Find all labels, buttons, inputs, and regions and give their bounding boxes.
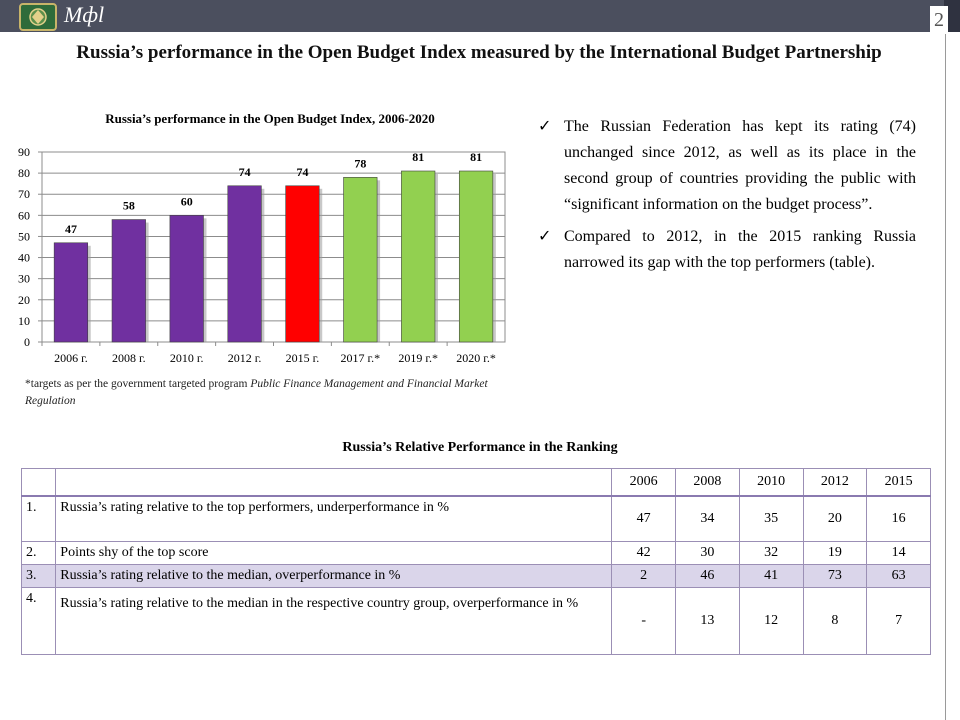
table-row: 2. Points shy of the top score 42 30 32 … (20, 541, 931, 565)
table-cell: 41 (738, 564, 804, 588)
header-bar-corner (944, 0, 960, 32)
bullet-item: ✓ The Russian Federation has kept its ra… (536, 114, 916, 218)
table-cell: - (611, 587, 677, 655)
slide-title: Russia’s performance in the Open Budget … (76, 42, 882, 63)
y-tick-label: 80 (18, 166, 30, 180)
checkmark-icon: ✓ (538, 118, 552, 135)
table-header-row: 2006 2008 2010 2012 2015 (20, 468, 931, 497)
y-tick-label: 60 (18, 208, 30, 222)
table-row: 4. Russia’s rating relative to the media… (20, 587, 931, 655)
table-cell: 2 (611, 564, 677, 588)
x-tick-label: 2012 г. (228, 351, 262, 365)
chart-footnote-prefix: *targets as per the government targeted … (25, 378, 251, 390)
table-cell: 47 (611, 495, 677, 542)
x-tick-label: 2010 г. (170, 351, 204, 365)
row-label: Russia’s rating relative to the median i… (55, 587, 613, 655)
table-cell: 16 (866, 495, 931, 542)
row-number: 3. (20, 564, 57, 588)
year-header: 2015 (866, 468, 931, 497)
data-label: 78 (354, 156, 366, 170)
y-tick-label: 20 (18, 293, 30, 307)
bar (285, 185, 320, 343)
bullet-item: ✓ Compared to 2012, in the 2015 ranking … (536, 224, 916, 276)
y-tick-label: 30 (18, 272, 30, 286)
table-cell: 35 (738, 495, 804, 542)
table-row: 1. Russia’s rating relative to the top p… (20, 495, 931, 542)
table-cell: 34 (675, 495, 740, 542)
data-label: 47 (65, 222, 77, 236)
bar (53, 242, 89, 343)
table-cell: 7 (866, 587, 931, 655)
row-label: Points shy of the top score (55, 541, 613, 565)
year-header: 2010 (738, 468, 804, 497)
y-tick-label: 50 (18, 229, 30, 243)
chart-footnote-program: Public Finance Management and Financial … (25, 378, 488, 407)
table-cell: 46 (675, 564, 740, 588)
bar (227, 185, 262, 343)
year-header: 2012 (802, 468, 868, 497)
table-cell: 19 (802, 541, 868, 565)
y-tick-label: 70 (18, 187, 30, 201)
table-cell: 8 (802, 587, 868, 655)
checkmark-icon: ✓ (538, 228, 552, 245)
bar (343, 177, 378, 343)
table-cell: 14 (866, 541, 931, 565)
data-label: 74 (239, 165, 251, 179)
x-tick-label: 2019 г.* (398, 351, 438, 365)
row-number: 4. (20, 587, 57, 655)
x-tick-label: 2008 г. (112, 351, 146, 365)
data-label: 58 (123, 199, 135, 213)
row-number: 1. (20, 495, 57, 542)
table-cell: 30 (675, 541, 740, 565)
x-tick-label: 2017 г.* (341, 351, 381, 365)
bar (111, 219, 146, 343)
row-label: Russia’s rating relative to the median, … (55, 564, 613, 588)
x-tick-label: 2006 г. (54, 351, 88, 365)
bullet-list: ✓ The Russian Federation has kept its ra… (536, 114, 916, 282)
table-cell: 12 (738, 587, 804, 655)
slide-number: 2 (930, 6, 948, 34)
right-divider (945, 34, 946, 720)
bar (169, 215, 204, 343)
bar-chart: 0 10 20 30 40 50 60 70 80 90 47 2006 г. 58 2008 г. 60 2… (18, 145, 506, 365)
ranking-table: 2006 2008 2010 2012 2015 1. Russia’s rat… (20, 468, 931, 655)
table-cell: 42 (611, 541, 677, 565)
y-tick-label: 40 (18, 251, 30, 265)
y-tick-label: 0 (24, 335, 30, 349)
year-header: 2008 (675, 468, 740, 497)
table-header-cell (20, 468, 57, 497)
year-header: 2006 (611, 468, 677, 497)
table-cell: 32 (738, 541, 804, 565)
y-tick-label: 10 (18, 314, 30, 328)
chart-title: Russia’s performance in the Open Budget … (105, 111, 435, 126)
table-cell: 63 (866, 564, 931, 588)
row-number: 2. (20, 541, 57, 565)
y-tick-label: 90 (18, 145, 30, 159)
emblem-icon (19, 3, 57, 31)
table-cell: 13 (675, 587, 740, 655)
data-label: 81 (412, 150, 424, 164)
data-label: 60 (181, 194, 193, 208)
bullet-text: Compared to 2012, in the 2015 ranking Ru… (564, 228, 916, 271)
table-cell: 20 (802, 495, 868, 542)
chart-footnote: *targets as per the government targeted … (25, 376, 535, 410)
table-header-cell (55, 468, 613, 497)
table-row: 3. Russia’s rating relative to the media… (20, 564, 931, 588)
bullet-text: The Russian Federation has kept its rati… (564, 118, 916, 213)
bar (401, 170, 436, 343)
row-label: Russia’s rating relative to the top perf… (55, 495, 613, 542)
table-title: Russia’s Relative Performance in the Ran… (342, 440, 618, 455)
x-tick-label: 2020 г.* (456, 351, 496, 365)
logo-text: Мфl (64, 2, 105, 27)
header-bar (0, 0, 960, 32)
x-tick-label: 2015 г. (286, 351, 320, 365)
table-cell: 73 (802, 564, 868, 588)
data-label: 81 (470, 150, 482, 164)
bar (458, 170, 494, 343)
data-label: 74 (296, 165, 308, 179)
